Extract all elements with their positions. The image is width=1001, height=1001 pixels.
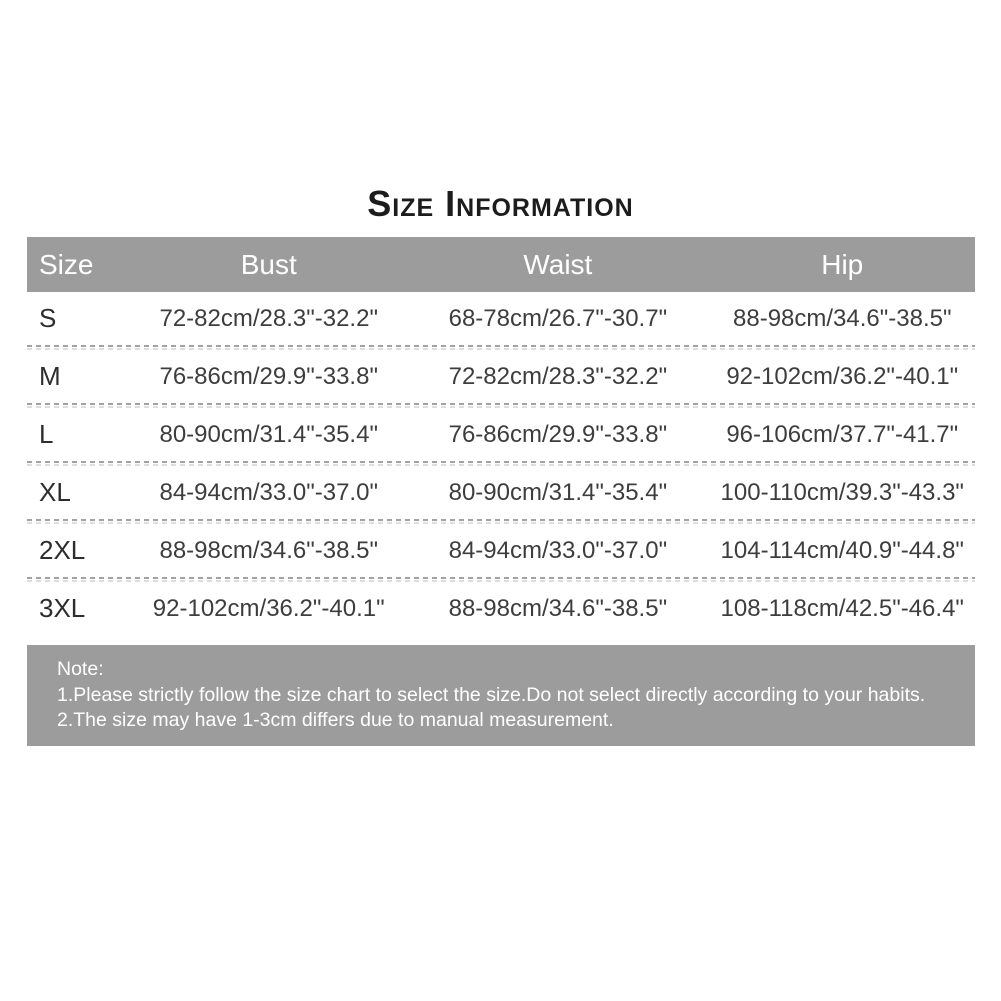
size-cell: 3XL <box>39 593 86 623</box>
size-table: Size Bust Waist Hip S 72-82cm/28.3"-32.2… <box>27 237 975 635</box>
table-row: L 80-90cm/31.4"-35.4" 76-86cm/29.9"-33.8… <box>27 408 975 461</box>
size-cell: 2XL <box>39 535 86 565</box>
header-cell-waist: Waist <box>523 248 593 280</box>
bust-cell: 84-94cm/33.0"-37.0" <box>159 478 378 506</box>
table-row: M 76-86cm/29.9"-33.8" 72-82cm/28.3"-32.2… <box>27 350 975 403</box>
table-header-row: Size Bust Waist Hip <box>27 237 975 292</box>
note-line-1: 1.Please strictly follow the size chart … <box>57 683 926 706</box>
waist-cell: 76-86cm/29.9"-33.8" <box>448 420 668 448</box>
row-separator <box>27 577 975 582</box>
row-separator <box>27 519 975 524</box>
table-row: S 72-82cm/28.3"-32.2" 68-78cm/26.7"-30.7… <box>27 292 975 345</box>
size-cell: L <box>39 419 54 449</box>
waist-cell: 80-90cm/31.4"-35.4" <box>448 478 668 506</box>
note-label: Note: <box>57 658 104 680</box>
bust-cell: 76-86cm/29.9"-33.8" <box>159 362 378 390</box>
bust-cell: 72-82cm/28.3"-32.2" <box>159 304 378 332</box>
row-separator <box>27 461 975 466</box>
bust-cell: 88-98cm/34.6"-38.5" <box>159 536 378 564</box>
hip-cell: 100-110cm/39.3"-43.3" <box>720 478 964 506</box>
bust-cell: 92-102cm/36.2"-40.1" <box>152 594 385 622</box>
table-row: 3XL 92-102cm/36.2"-40.1" 88-98cm/34.6"-3… <box>27 582 975 635</box>
header-cell-size: Size <box>39 248 94 280</box>
size-cell: M <box>39 361 61 391</box>
table-row: XL 84-94cm/33.0"-37.0" 80-90cm/31.4"-35.… <box>27 466 975 519</box>
header-cell-bust: Bust <box>240 248 297 280</box>
row-separator <box>27 345 975 350</box>
header-cell-hip: Hip <box>821 248 864 280</box>
bust-cell: 80-90cm/31.4"-35.4" <box>159 420 378 448</box>
page-title: Size Information <box>367 183 634 224</box>
hip-cell: 104-114cm/40.9"-44.8" <box>720 536 964 564</box>
waist-cell: 68-78cm/26.7"-30.7" <box>448 304 668 332</box>
row-separator <box>27 403 975 408</box>
size-cell: XL <box>39 477 71 507</box>
note-line-2: 2.The size may have 1-3cm differs due to… <box>57 709 614 731</box>
waist-cell: 88-98cm/34.6"-38.5" <box>448 594 668 622</box>
hip-cell: 108-118cm/42.5"-46.4" <box>720 594 964 622</box>
hip-cell: 96-106cm/37.7"-41.7" <box>726 420 959 448</box>
note-box: Note: 1.Please strictly follow the size … <box>27 645 975 746</box>
hip-cell: 92-102cm/36.2"-40.1" <box>726 362 959 390</box>
hip-cell: 88-98cm/34.6"-38.5" <box>733 304 952 332</box>
waist-cell: 84-94cm/33.0"-37.0" <box>448 536 668 564</box>
waist-cell: 72-82cm/28.3"-32.2" <box>448 362 668 390</box>
size-cell: S <box>39 303 57 333</box>
table-row: 2XL 88-98cm/34.6"-38.5" 84-94cm/33.0"-37… <box>27 524 975 577</box>
